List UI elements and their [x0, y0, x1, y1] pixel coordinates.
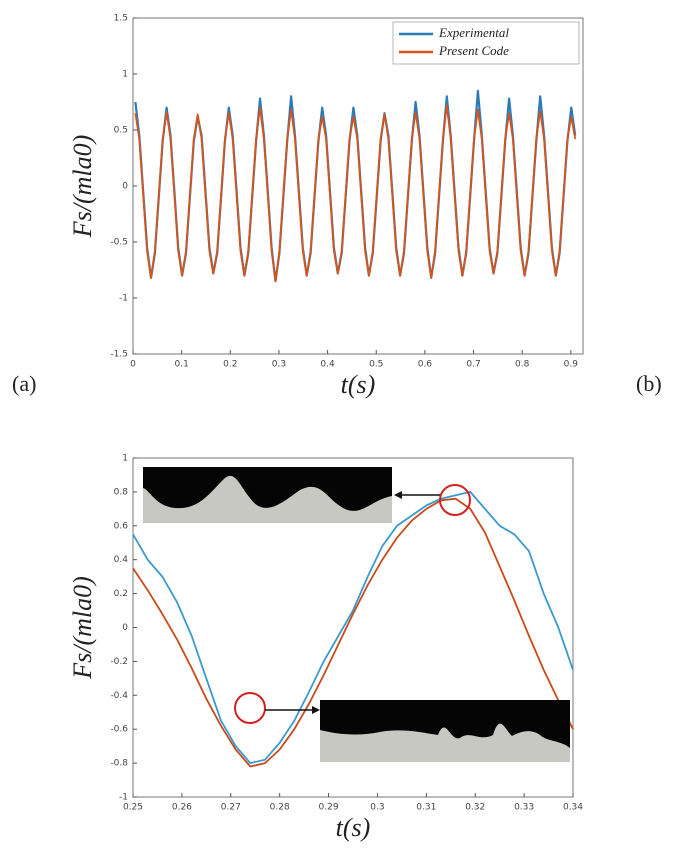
x-tick-label: 0.27 [221, 803, 241, 813]
y-tick-label: -0.2 [110, 657, 128, 667]
inset-liquid [320, 700, 570, 748]
y-tick-label: -1 [119, 294, 128, 304]
x-tick-label: 0.34 [563, 803, 583, 813]
x-tick-label: 0.2 [223, 360, 237, 370]
y-tick-label: -0.4 [110, 691, 128, 701]
x-axis-label: t(s) [336, 813, 371, 842]
series-line [134, 104, 577, 283]
y-tick-label: 0.5 [114, 126, 128, 136]
x-tick-label: 0.25 [123, 803, 143, 813]
y-tick-label: 1 [122, 454, 128, 464]
y-tick-label: 1 [122, 70, 128, 80]
plot-area [132, 17, 584, 355]
x-tick-label: 0.28 [270, 803, 290, 813]
panel-label: (b) [636, 371, 662, 396]
y-axis-label: Fs/(mla0) [68, 576, 97, 680]
annotations [143, 467, 570, 762]
y-tick-label: 0.2 [114, 589, 128, 599]
y-tick-label: 0.6 [114, 521, 129, 531]
x-tick-label: 0.29 [319, 803, 339, 813]
x-tick-label: 0.1 [174, 360, 188, 370]
x-tick-label: 0.8 [515, 360, 530, 370]
legend-box [392, 21, 580, 65]
arrowhead [312, 706, 320, 714]
y-tick-label: -0.5 [110, 238, 128, 248]
y-tick-label: 0 [122, 182, 128, 192]
x-tick-label: 0.7 [466, 360, 480, 370]
arrowhead [394, 491, 402, 499]
x-tick-label: 0.3 [370, 803, 384, 813]
y-axis-label: Fs/(mla0) [68, 135, 97, 239]
x-tick-label: 0.4 [320, 360, 335, 370]
x-axis-label: t(s) [341, 370, 376, 399]
x-tick-label: 0.31 [416, 803, 436, 813]
legend-label: Present Code [438, 43, 509, 58]
y-tick-label: -1.5 [110, 350, 128, 360]
y-tick-label: 0.8 [114, 487, 129, 497]
x-tick-label: 0.26 [172, 803, 192, 813]
x-tick-label: 0.9 [564, 360, 579, 370]
highlight-circle [439, 484, 471, 516]
y-tick-label: -1 [119, 793, 128, 803]
y-tick-label: -0.6 [110, 725, 128, 735]
y-tick-label: 0.4 [114, 555, 129, 565]
y-tick-label: 1.5 [114, 14, 128, 24]
x-tick-label: 0.5 [369, 360, 383, 370]
inset-liquid [143, 467, 392, 511]
x-tick-label: 0.33 [514, 803, 534, 813]
series-line [132, 491, 574, 764]
x-tick-label: 0.3 [272, 360, 286, 370]
highlight-circle [234, 692, 266, 724]
y-tick-label: -0.8 [110, 759, 128, 769]
panel-label: (a) [12, 371, 36, 396]
legend-label: Experimental [438, 25, 509, 40]
y-tick-label: 0 [122, 623, 128, 633]
x-tick-label: 0.32 [465, 803, 485, 813]
x-tick-label: 0 [130, 360, 136, 370]
series-line [132, 497, 574, 768]
x-tick-label: 0.6 [418, 360, 433, 370]
